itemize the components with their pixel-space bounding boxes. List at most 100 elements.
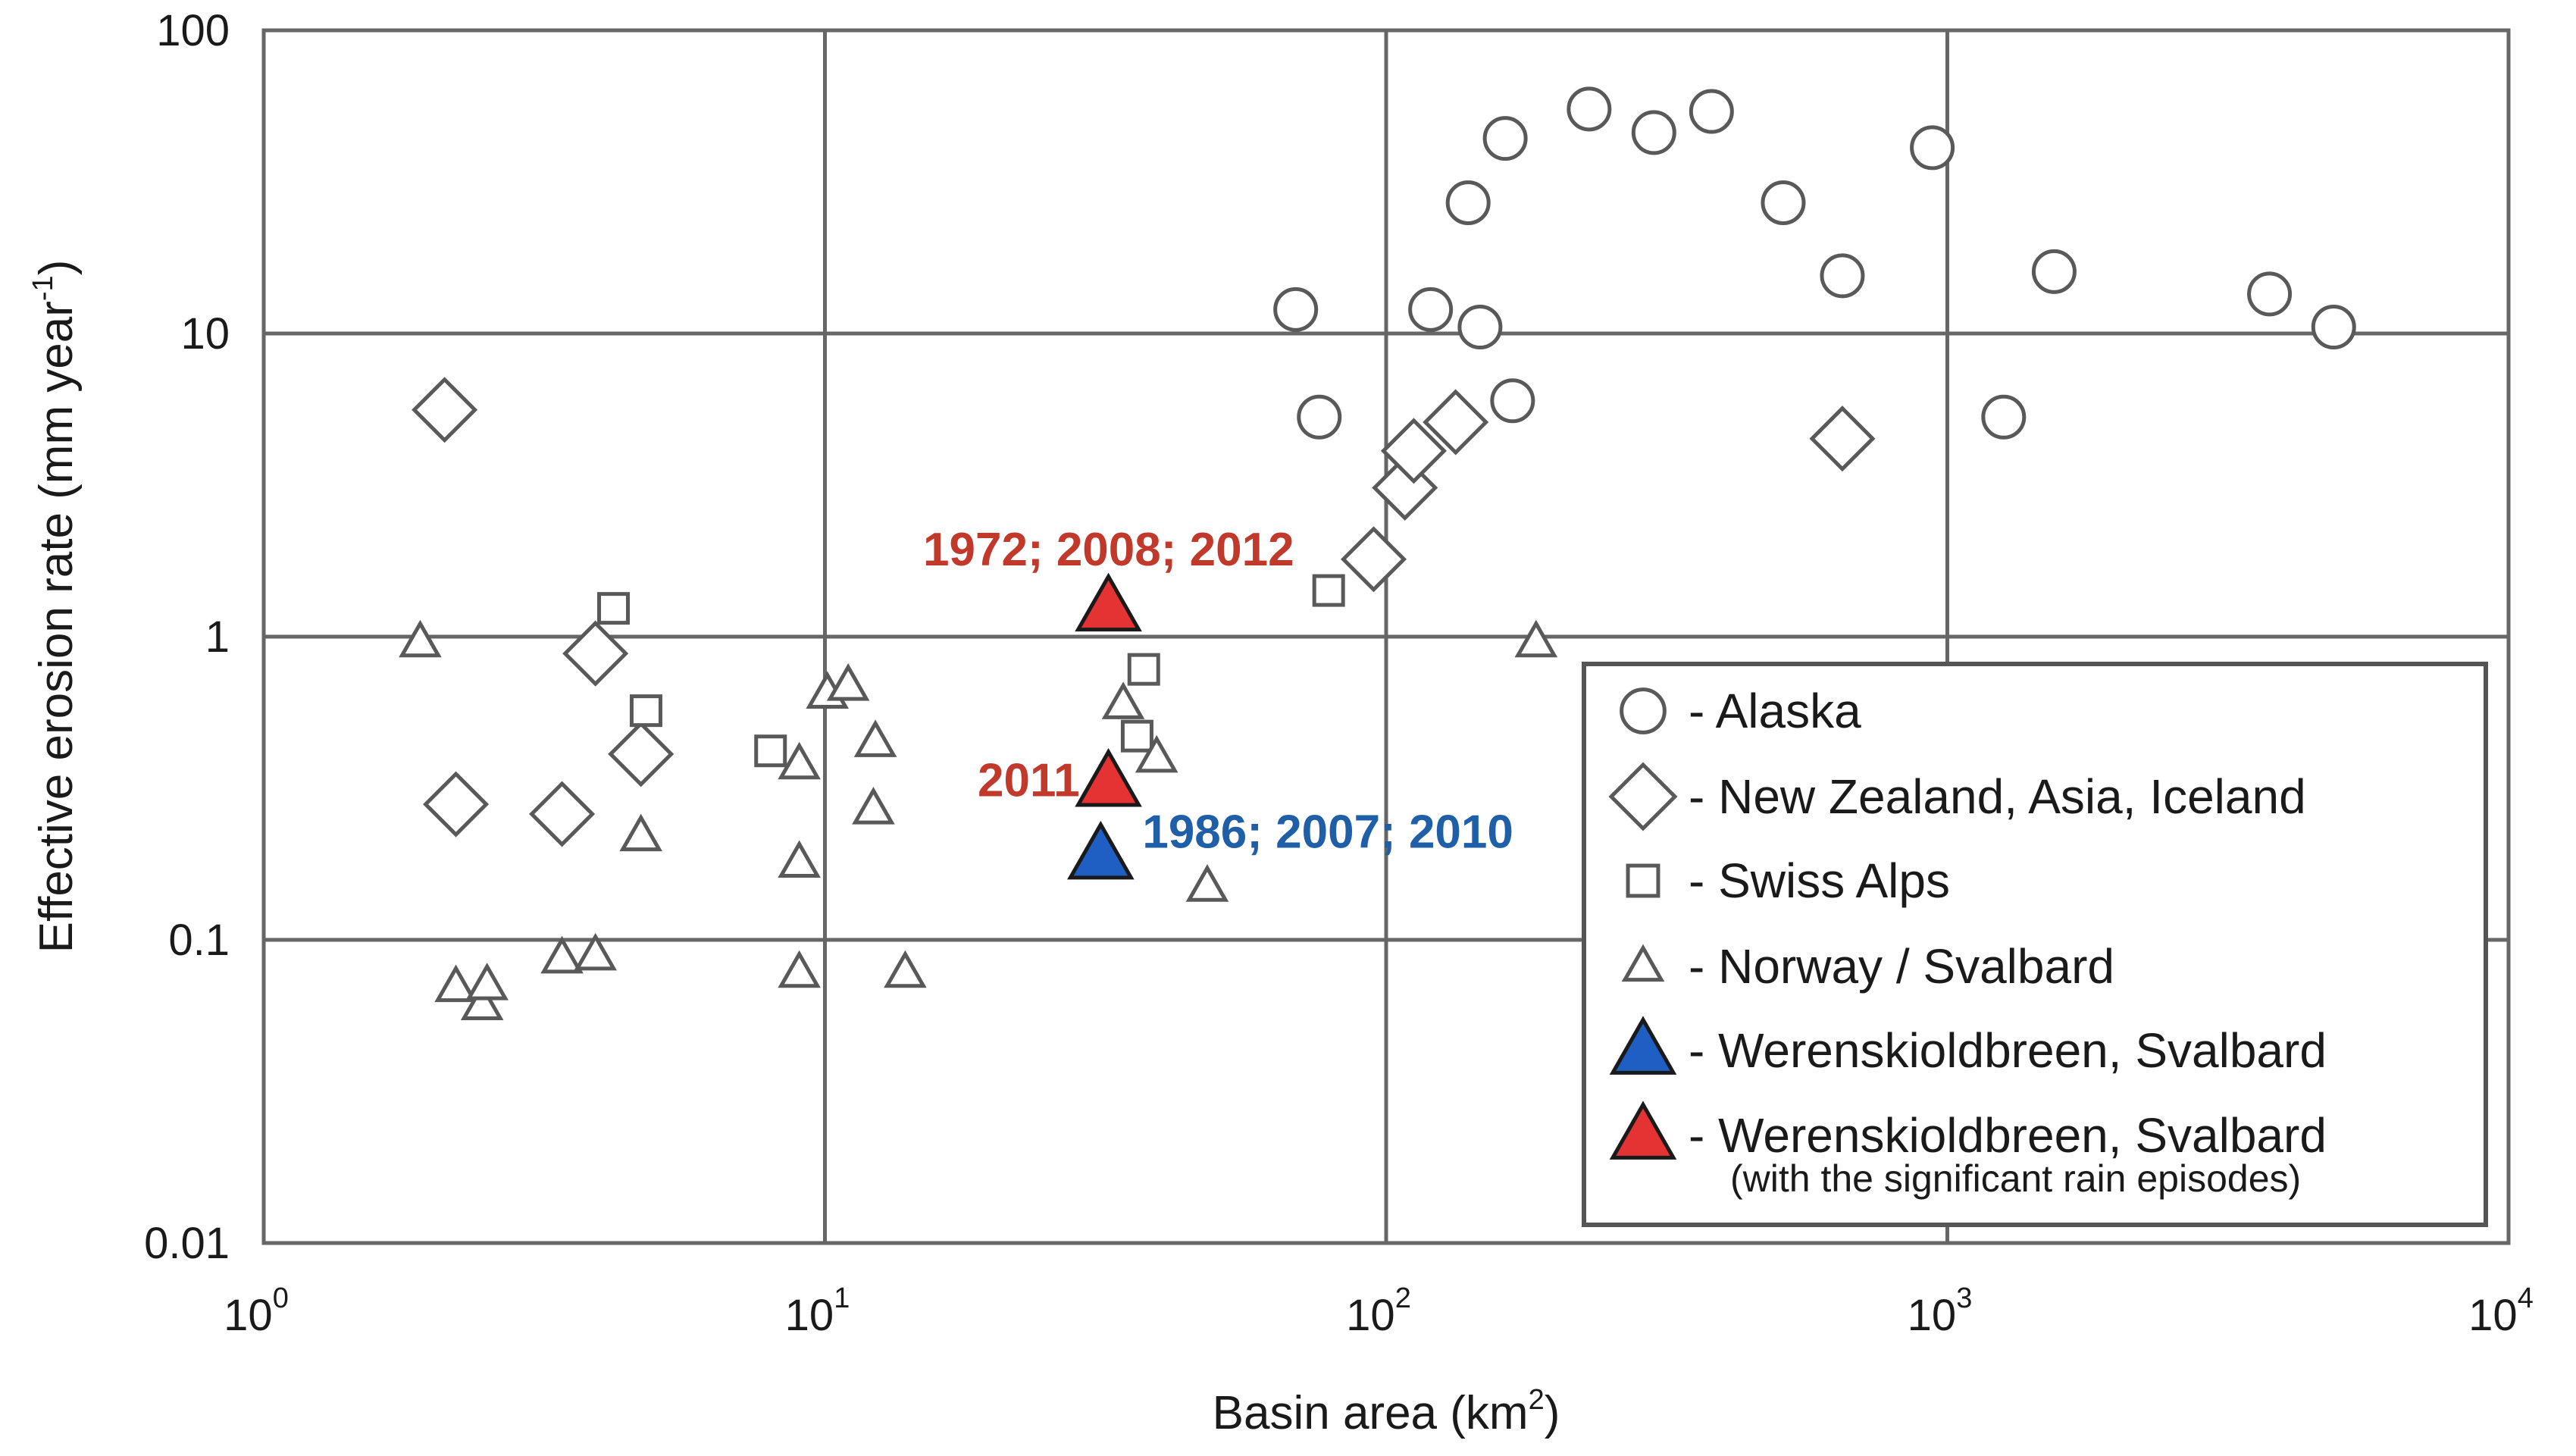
legend: - Alaska - New Zealand, Asia, Iceland - Sw… <box>1582 662 2488 1227</box>
y-tick-label: 100 <box>156 6 230 55</box>
data-points <box>399 86 2356 1021</box>
data-point <box>1809 405 1876 472</box>
data-point <box>1273 287 1319 332</box>
data-point <box>1482 116 1528 161</box>
data-point <box>1981 394 2027 440</box>
data-point <box>1820 253 1865 299</box>
legend-item-3: - Norway / Svalbard <box>1621 939 2114 994</box>
legend-label: - New Zealand, Asia, Iceland <box>1689 769 2306 824</box>
point-annotation: 1986; 2007; 2010 <box>1142 806 1513 858</box>
y-tick-label: 0.01 <box>144 1219 230 1268</box>
data-point <box>826 663 870 701</box>
data-point <box>1067 820 1135 880</box>
data-point <box>1297 394 1342 440</box>
legend-item-4: - Werenskioldbreen, Svalbard <box>1609 1016 2327 1078</box>
legend-marker <box>1608 762 1678 831</box>
data-point <box>1761 180 1806 225</box>
data-point <box>629 694 662 728</box>
legend-items: - Alaska - New Zealand, Asia, Iceland - Sw… <box>1608 684 2327 1200</box>
point-annotations: 1972; 2008; 2012 2011 1986; 2007; 2010 <box>923 524 1513 858</box>
series-3 <box>399 619 1558 1021</box>
data-point <box>1689 89 1734 134</box>
data-point <box>1423 389 1489 456</box>
data-point <box>434 964 477 1003</box>
data-point <box>412 377 478 443</box>
data-point <box>574 932 617 971</box>
y-tick-label: 1 <box>205 612 230 662</box>
legend-label-note: (with the significant rain episodes) <box>1730 1157 2301 1200</box>
series-5 <box>1075 572 1142 807</box>
data-point <box>399 619 442 658</box>
point-annotation: 1972; 2008; 2012 <box>923 524 1294 576</box>
legend-item-5: - Werenskioldbreen, Svalbard(with the si… <box>1609 1101 2327 1200</box>
plot-frame <box>261 28 2511 1245</box>
data-point <box>2311 305 2356 350</box>
x-tick-label: 101 <box>785 1282 850 1340</box>
data-point <box>1514 619 1558 658</box>
data-point <box>1075 747 1142 807</box>
data-point <box>1312 574 1345 607</box>
data-point <box>1127 653 1160 686</box>
legend-label: - Werenskioldbreen, Svalbard <box>1689 1023 2327 1078</box>
data-point <box>754 734 787 768</box>
data-point <box>1490 378 1535 424</box>
legend-label: - Norway / Svalbard <box>1689 939 2114 994</box>
data-point <box>540 935 584 974</box>
data-point <box>608 721 675 787</box>
data-point <box>465 963 509 1000</box>
data-point <box>778 741 821 780</box>
data-point <box>778 840 821 878</box>
series-1 <box>412 377 1876 847</box>
legend-box <box>1582 662 2488 1227</box>
data-point <box>1340 526 1407 593</box>
data-point <box>853 719 897 757</box>
data-point <box>1120 719 1153 753</box>
legend-label: - Alaska <box>1689 684 1861 738</box>
legend-label: - Swiss Alps <box>1689 853 1950 908</box>
series-4 <box>1067 820 1135 880</box>
data-point <box>1910 125 1955 171</box>
data-point <box>1135 734 1178 773</box>
data-point <box>1631 110 1676 155</box>
x-tick-label: 102 <box>1346 1282 1411 1340</box>
data-point <box>1380 418 1447 484</box>
data-point <box>423 771 490 838</box>
x-tick-label: 104 <box>2468 1282 2534 1340</box>
data-point <box>1408 287 1454 332</box>
data-point <box>529 781 596 847</box>
data-point <box>2031 249 2077 294</box>
data-point <box>597 592 631 625</box>
x-tick-label: 100 <box>224 1282 289 1340</box>
legend-marker <box>1620 687 1667 734</box>
data-point <box>884 950 927 988</box>
series-2 <box>597 574 1345 768</box>
legend-item-2: - Swiss Alps <box>1626 853 1950 908</box>
x-tick-label: 103 <box>1908 1282 1973 1340</box>
data-point <box>1101 681 1145 719</box>
data-point <box>852 787 895 825</box>
y-tick-label: 10 <box>180 309 230 359</box>
y-axis-title: Effective erosion rate (mm year-1) <box>27 260 83 953</box>
data-point <box>778 950 821 988</box>
axis-tick-labels: 100 101 102 103 104 0.01 0.1 1 10 100 <box>144 6 2534 1340</box>
data-point <box>1185 864 1229 902</box>
y-tick-label: 0.1 <box>168 916 230 965</box>
legend-label: - Werenskioldbreen, Svalbard <box>1689 1108 2327 1163</box>
legend-marker <box>1621 944 1665 982</box>
point-annotation: 2011 <box>978 755 1080 807</box>
data-point <box>460 982 504 1021</box>
x-axis-title: Basin area (km2) <box>1213 1384 1560 1439</box>
data-point <box>1457 305 1503 350</box>
data-point <box>1445 180 1491 225</box>
data-point <box>562 620 629 687</box>
data-point <box>1567 86 1612 132</box>
series-0 <box>1273 86 2356 440</box>
data-point <box>2247 271 2293 317</box>
legend-marker <box>1609 1101 1677 1160</box>
legend-item-1: - New Zealand, Asia, Iceland <box>1608 762 2306 831</box>
data-point <box>619 813 662 852</box>
legend-marker <box>1626 863 1660 898</box>
legend-item-0: - Alaska <box>1620 684 1861 738</box>
data-point <box>1075 572 1142 632</box>
